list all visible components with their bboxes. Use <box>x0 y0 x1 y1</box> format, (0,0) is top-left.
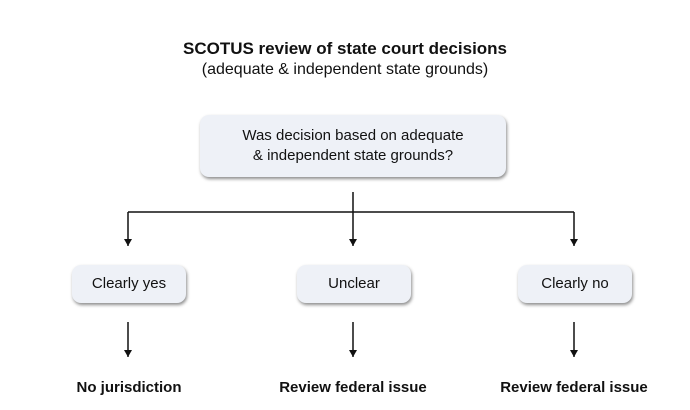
branch-box-unclear: Unclear <box>297 265 411 303</box>
diagram-subtitle: (adequate & independent state grounds) <box>201 61 489 78</box>
branch-box-clearly-yes: Clearly yes <box>72 265 186 303</box>
diagram-title: SCOTUS review of state court decisions <box>182 39 508 58</box>
outcome-review-federal-issue-unclear: Review federal issue <box>279 379 427 396</box>
question-line-1: Was decision based on adequate <box>242 127 464 144</box>
branch-label-clearly-no: Clearly no <box>541 275 609 292</box>
branch-label-clearly-yes: Clearly yes <box>91 275 167 292</box>
question-box: Was decision based on adequate & indepen… <box>200 115 506 177</box>
question-line-2: & independent state grounds? <box>252 147 454 164</box>
outcome-no-jurisdiction: No jurisdiction <box>76 379 182 396</box>
outcome-review-federal-issue-clearly-no: Review federal issue <box>500 379 648 396</box>
branch-label-unclear: Unclear <box>328 275 380 292</box>
branch-box-clearly-no: Clearly no <box>518 265 632 303</box>
diagram-header: SCOTUS review of state court decisions (… <box>0 38 690 80</box>
